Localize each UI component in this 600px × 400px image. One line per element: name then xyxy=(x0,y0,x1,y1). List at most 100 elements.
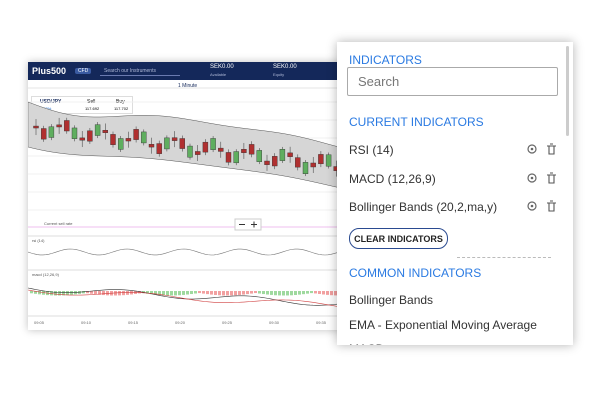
macd-bar xyxy=(226,291,229,296)
macd-bar xyxy=(254,291,257,294)
candle xyxy=(325,154,332,167)
candle xyxy=(202,141,209,153)
candle xyxy=(287,152,293,157)
time-label: 09:35 xyxy=(316,320,327,325)
macd-bar xyxy=(294,291,297,296)
macd-bar xyxy=(178,291,181,296)
macd-bar xyxy=(86,291,89,294)
sell-price[interactable]: 117.692 xyxy=(85,106,100,111)
macd-bar xyxy=(146,291,149,294)
macd-bar xyxy=(34,291,37,294)
macd-bar xyxy=(98,291,101,295)
macd-bar xyxy=(330,291,333,296)
candle xyxy=(271,156,278,167)
indicator-actions[interactable] xyxy=(525,142,559,156)
macd-bar xyxy=(210,291,213,295)
macd-bar xyxy=(282,291,285,296)
candle xyxy=(264,160,270,165)
indicator-actions[interactable] xyxy=(525,171,559,185)
macd-bar xyxy=(314,291,317,294)
candle xyxy=(40,128,47,140)
macd-bar xyxy=(302,291,305,295)
delete-icon[interactable] xyxy=(547,143,556,155)
badge: CFD xyxy=(75,68,92,74)
clear-button[interactable]: CLEAR INDICATORS xyxy=(349,228,448,249)
separator xyxy=(457,257,551,258)
candle xyxy=(148,144,155,148)
candle xyxy=(225,152,232,163)
equity-label: Equity xyxy=(273,72,285,77)
candle xyxy=(156,143,162,154)
macd-bar xyxy=(174,291,177,296)
candle xyxy=(218,147,224,152)
macd-bar xyxy=(222,291,225,296)
zoom-controls[interactable] xyxy=(234,218,262,231)
instrument-search[interactable]: Search our Instruments xyxy=(100,66,180,76)
macd-bar xyxy=(198,291,201,294)
candle xyxy=(133,129,139,140)
macd-bar xyxy=(170,291,173,296)
macd-bar xyxy=(126,291,129,295)
macd-bar xyxy=(250,291,253,294)
candle xyxy=(171,137,178,141)
common-indicator[interactable]: MACD xyxy=(349,342,384,345)
macd-bar xyxy=(234,291,237,296)
macd-bar xyxy=(214,291,217,295)
delete-icon[interactable] xyxy=(547,171,556,184)
macd-bar xyxy=(166,291,169,296)
candle xyxy=(164,137,170,150)
macd-bar xyxy=(114,291,117,296)
rsi-label: rsi (14) xyxy=(32,238,45,243)
available-value: SEK0.00 xyxy=(210,64,234,70)
candle xyxy=(302,162,309,175)
indicator-name: Bollinger Bands (20,2,ma,y) xyxy=(349,200,498,214)
macd-bar xyxy=(310,291,313,294)
macd-bar xyxy=(94,291,97,295)
indicators-panel: INDICATORS Search CURRENT INDICATORS RSI… xyxy=(337,42,573,345)
indicator-actions[interactable] xyxy=(525,199,559,213)
macd-bar xyxy=(238,291,241,295)
macd-bar xyxy=(290,291,293,296)
delete-icon[interactable] xyxy=(547,200,556,212)
settings-icon-center xyxy=(530,176,534,179)
candle xyxy=(141,131,147,144)
current-title: CURRENT INDICATORS xyxy=(349,115,484,129)
candle xyxy=(79,137,85,141)
settings-icon[interactable] xyxy=(527,201,537,211)
macd-bar xyxy=(62,291,65,296)
candle xyxy=(71,127,78,139)
logo: Plus500 xyxy=(32,66,67,76)
common-indicator[interactable]: Bollinger Bands xyxy=(349,293,434,307)
macd-bar xyxy=(162,291,165,296)
macd-bar xyxy=(90,291,93,294)
settings-icon[interactable] xyxy=(527,144,537,154)
bollinger-band xyxy=(28,101,346,190)
candle xyxy=(94,124,101,136)
search-placeholder: Search xyxy=(358,74,400,89)
settings-icon[interactable] xyxy=(527,172,537,183)
macd-bar xyxy=(118,291,121,296)
macd-bar xyxy=(326,291,329,295)
candle xyxy=(64,120,70,132)
macd-bar xyxy=(182,291,185,295)
common-indicator[interactable]: EMA - Exponential Moving Average xyxy=(349,317,537,332)
candle xyxy=(318,154,324,165)
macd-bar xyxy=(50,291,53,296)
interval-select[interactable]: 1 Minute xyxy=(178,83,198,89)
candle xyxy=(241,149,247,153)
settings-icon-center xyxy=(530,147,534,151)
macd-bar xyxy=(194,291,197,294)
candle xyxy=(248,144,255,155)
buy-price[interactable]: 117.702 xyxy=(114,106,129,111)
macd-bar xyxy=(298,291,301,295)
macd-bar xyxy=(138,291,141,294)
scrollbar[interactable] xyxy=(566,46,569,136)
macd-bar xyxy=(58,291,61,296)
macd-bar xyxy=(230,291,233,296)
macd-line xyxy=(28,287,346,306)
indicator-search[interactable]: Search xyxy=(347,67,558,96)
macd-bar xyxy=(334,291,337,296)
macd-bar xyxy=(278,291,281,296)
time-label: 09:20 xyxy=(175,320,186,325)
